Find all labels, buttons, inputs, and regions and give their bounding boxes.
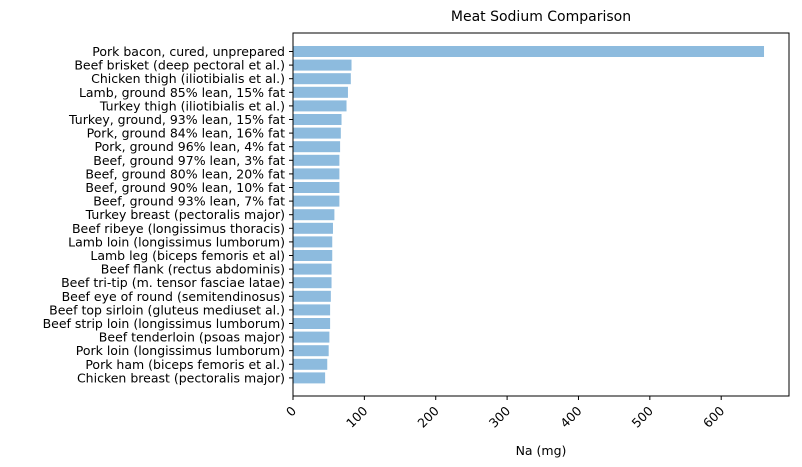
y-tick-label: Lamb loin (longissimus lumborum) (68, 234, 285, 249)
x-tick-label: 200 (414, 403, 442, 431)
y-tick-label: Beef brisket (deep pectoral et al.) (74, 58, 285, 73)
y-tick-label: Beef, ground 80% lean, 20% fat (85, 166, 285, 181)
bar (293, 345, 329, 357)
plot-frame (292, 32, 790, 397)
bar (293, 182, 340, 193)
y-tick-label: Beef ribeye (longissimus thoracis) (72, 221, 285, 236)
bar (293, 277, 332, 289)
bar (293, 331, 330, 343)
bar (293, 318, 331, 329)
x-tick-label: 500 (628, 403, 656, 431)
x-tick-label: 300 (486, 403, 514, 431)
bar (293, 154, 340, 166)
y-tick-label: Pork bacon, cured, unprepared (92, 44, 285, 59)
y-tick-label: Beef, ground 90% lean, 10% fat (85, 180, 285, 195)
y-tick-label: Pork ham (biceps femoris et al.) (85, 357, 285, 372)
chart-title: Meat Sodium Comparison (451, 9, 631, 25)
bar (293, 222, 333, 234)
y-tick-label: Beef, ground 93% lean, 7% fat (93, 194, 285, 209)
bar (293, 358, 328, 370)
y-tick-label: Chicken thigh (iliotibialis et al.) (91, 71, 285, 86)
y-tick-label: Turkey breast (pectoralis major) (85, 207, 285, 222)
bar (293, 127, 341, 139)
x-tick-label: 100 (343, 403, 371, 431)
bar (293, 236, 333, 248)
y-tick-label: Beef flank (rectus abdominis) (101, 262, 285, 277)
bar (293, 250, 333, 261)
bar (293, 304, 331, 316)
bar (293, 263, 332, 275)
y-tick-label: Turkey, ground, 93% lean, 15% fat (68, 112, 285, 127)
bar (293, 141, 341, 153)
y-tick-label: Beef tenderloin (psoas major) (99, 330, 285, 345)
x-axis-label: Na (mg) (516, 443, 567, 458)
y-tick-label: Pork loin (longissimus lumborum) (76, 343, 285, 358)
y-tick-label: Beef tri-tip (m. tensor fasciae latae) (61, 275, 285, 290)
y-tick-label: Pork, ground 84% lean, 16% fat (87, 126, 286, 141)
y-tick-label: Beef eye of round (semitendinosus) (62, 289, 285, 304)
y-tick-label: Beef top sirloin (gluteus mediuset al.) (49, 302, 285, 317)
bar (293, 209, 335, 221)
y-tick-label: Pork, ground 96% lean, 4% fat (95, 139, 286, 154)
y-tick-label: Lamb leg (biceps femoris et al) (90, 248, 285, 263)
bars-group (293, 46, 765, 384)
bar (293, 73, 351, 85)
y-tick-label: Turkey thigh (iliotibialis et al.) (99, 98, 285, 113)
bar (293, 59, 352, 71)
bar (293, 290, 331, 302)
x-axis-ticks: 0 100 200 300 400 500 600 (283, 396, 727, 431)
bar (293, 86, 348, 98)
bar (293, 114, 342, 125)
y-tick-label: Beef, ground 97% lean, 3% fat (93, 153, 285, 168)
bar (293, 195, 340, 207)
bar (293, 168, 340, 180)
x-tick-label: 600 (700, 403, 728, 431)
x-tick-label: 0 (283, 403, 299, 419)
x-tick-label: 400 (557, 403, 585, 431)
bar (293, 100, 347, 112)
bar (293, 46, 765, 57)
bar (293, 372, 326, 384)
y-tick-label: Lamb, ground 85% lean, 15% fat (79, 85, 285, 100)
y-tick-label: Chicken breast (pectoralis major) (77, 370, 285, 385)
y-tick-label: Beef strip loin (longissimus lumborum) (43, 316, 285, 331)
